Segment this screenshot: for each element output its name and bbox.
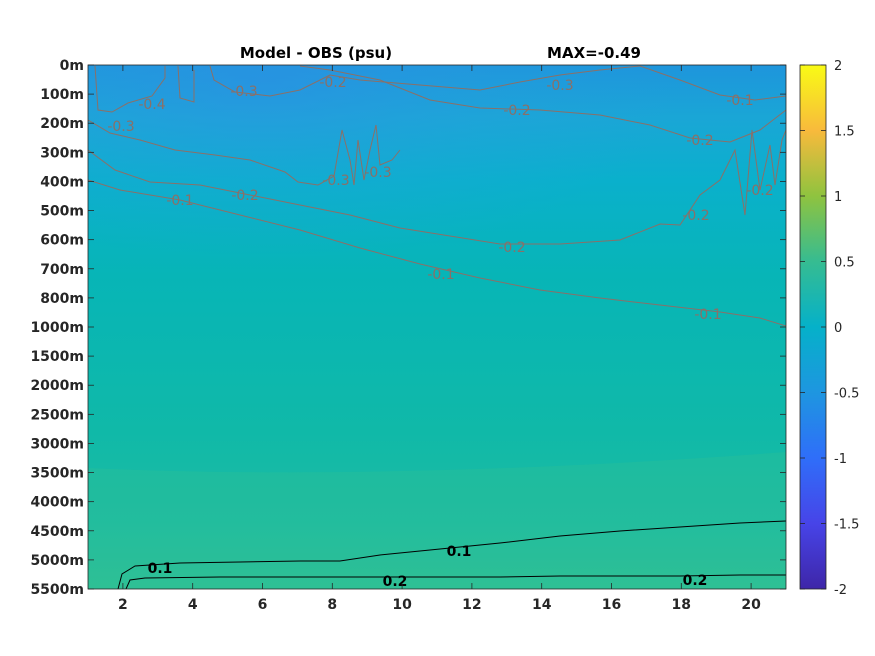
y-tick-label: 1500m xyxy=(30,349,84,365)
max-annotation: MAX=-0.49 xyxy=(547,44,641,62)
y-tick-label: 800m xyxy=(40,291,84,307)
contour-minus-0-4 xyxy=(94,65,166,113)
heatmap-negative-core xyxy=(88,65,786,365)
y-tick-label: 3000m xyxy=(30,436,84,452)
contour-label: -0.1 xyxy=(427,267,454,283)
x-axis: 2 4 6 8 10 12 14 16 18 20 xyxy=(118,65,761,613)
contours-negative xyxy=(88,65,786,327)
contour-label: -0.3 xyxy=(322,173,349,189)
contour-label: -0.2 xyxy=(686,133,713,149)
contour-label: -0.2 xyxy=(231,188,258,204)
y-tick-label: 1000m xyxy=(30,320,84,336)
y-tick-label: 200m xyxy=(40,116,84,132)
contour-0-1 xyxy=(117,520,786,589)
contour-labels: -0.4-0.3-0.3-0.3 -0.3-0.3-0.2-0.2-0.2-0.2… xyxy=(107,75,773,590)
y-tick-label: 100m xyxy=(40,87,84,103)
x-tick-label: 16 xyxy=(602,597,621,613)
contour-minus-0-2-upper xyxy=(299,65,786,143)
contour-label: 0.1 xyxy=(148,561,173,577)
colorbar-tick-label: 0.5 xyxy=(834,256,855,271)
contour-label: -0.3 xyxy=(107,119,134,135)
heatmap-bottom-positive xyxy=(88,452,786,589)
contour-label: -0.2 xyxy=(319,75,346,91)
heatmap-field: -0.4-0.3-0.3-0.3 -0.3-0.3-0.2-0.2-0.2-0.2… xyxy=(88,65,786,590)
y-tick-label: 5500m xyxy=(30,582,84,598)
colorbar-tick-label: 0 xyxy=(834,321,842,336)
contour-label: -0.1 xyxy=(694,307,721,323)
colorbar-tick-label: -2 xyxy=(834,583,847,598)
colorbar-tick-label: 1.5 xyxy=(834,125,855,140)
y-axis: 0m 100m 200m 300m 400m 500m 600m 700m 800m 1000m 1… xyxy=(30,58,786,598)
contour-label: 0.1 xyxy=(447,544,472,560)
y-tick-label: 0m xyxy=(60,58,84,74)
contour-label: -0.2 xyxy=(498,240,525,256)
contour-label: -0.2 xyxy=(746,183,773,199)
x-tick-label: 12 xyxy=(462,597,481,613)
x-tick-label: 10 xyxy=(392,597,412,613)
y-tick-label: 4000m xyxy=(30,495,84,511)
colorbar: 2 1.5 1 0.5 0 -0.5 -1 -1.5 -2 xyxy=(799,59,859,598)
contour-label: 0.2 xyxy=(383,574,408,590)
x-tick-label: 6 xyxy=(258,597,268,613)
colorbar-ticks: 2 1.5 1 0.5 0 -0.5 -1 -1.5 -2 xyxy=(800,59,859,598)
contour-minus-0-1-top xyxy=(639,65,786,101)
y-tick-label: 700m xyxy=(40,262,84,278)
y-tick-label: 4500m xyxy=(30,524,84,540)
y-tick-label: 2000m xyxy=(30,378,84,394)
x-tick-label: 14 xyxy=(532,597,552,613)
contour-label: 0.2 xyxy=(683,573,708,589)
y-tick-label: 2500m xyxy=(30,407,84,423)
contour-minus-0-3 xyxy=(88,119,401,186)
colorbar-tick-label: -1.5 xyxy=(834,518,859,533)
contour-minus-0-1 xyxy=(88,179,786,327)
y-tick-label: 5000m xyxy=(30,553,84,569)
y-tick-label: 600m xyxy=(40,233,84,249)
y-tick-label: 300m xyxy=(40,145,84,161)
colorbar-tick-label: -0.5 xyxy=(834,387,859,402)
contour-minus-0-2 xyxy=(88,129,786,245)
colorbar-tick-label: 1 xyxy=(834,190,842,205)
x-tick-label: 4 xyxy=(188,597,198,613)
contour-label: -0.1 xyxy=(166,193,193,209)
x-tick-label: 8 xyxy=(327,597,337,613)
y-tick-label: 400m xyxy=(40,174,84,190)
contour-label: -0.1 xyxy=(726,93,753,109)
y-tick-label: 3500m xyxy=(30,466,84,482)
contour-0-2 xyxy=(125,574,786,589)
colorbar-tick-label: -1 xyxy=(834,452,847,467)
chart-title: Model - OBS (psu) xyxy=(240,44,392,62)
x-tick-label: 20 xyxy=(741,597,761,613)
contour-label: -0.4 xyxy=(138,97,165,113)
x-tick-label: 2 xyxy=(118,597,128,613)
contour-minus-0-3-top xyxy=(209,65,641,97)
colorbar-tick-label: 2 xyxy=(834,59,842,74)
contours-positive xyxy=(117,520,786,589)
contour-label: -0.3 xyxy=(546,78,573,94)
contour-label: -0.2 xyxy=(682,208,709,224)
contour-label: -0.3 xyxy=(230,84,257,100)
y-tick-label: 500m xyxy=(40,204,84,220)
contour-label: -0.2 xyxy=(503,103,530,119)
x-tick-label: 18 xyxy=(672,597,691,613)
contour-label: -0.3 xyxy=(364,165,391,181)
contour-minus-0-4-small xyxy=(177,65,195,103)
